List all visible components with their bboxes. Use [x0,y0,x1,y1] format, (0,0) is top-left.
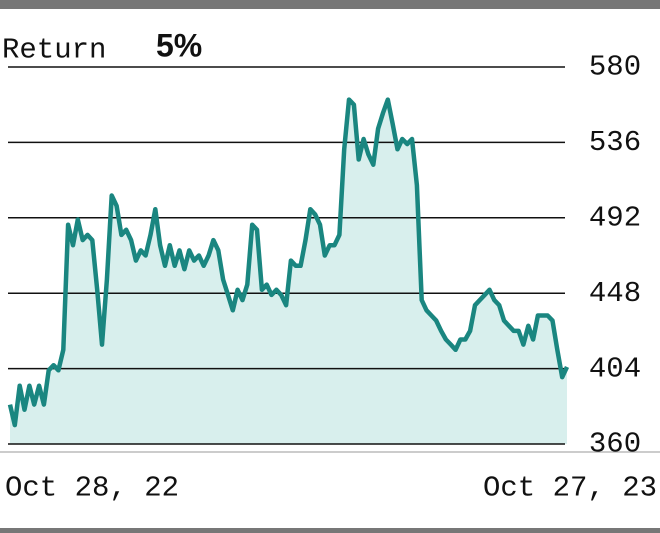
y-tick-label: 492 [589,201,641,234]
area [10,99,567,444]
y-tick-label: 360 [589,428,641,461]
line [7,97,570,428]
x-tick-label: Oct 28, 22 [5,472,179,505]
y-tick-label: 404 [589,352,641,385]
x-tick-label: Oct 27, 23 [483,472,657,505]
y-tick-label: 536 [589,126,641,159]
y-tick-label: 448 [589,277,641,310]
chart-title: Return [2,34,106,67]
y-tick-label: 580 [589,51,641,84]
title-value: 5% [156,27,202,63]
top-bar [0,0,660,9]
bottom-bar [0,528,660,533]
